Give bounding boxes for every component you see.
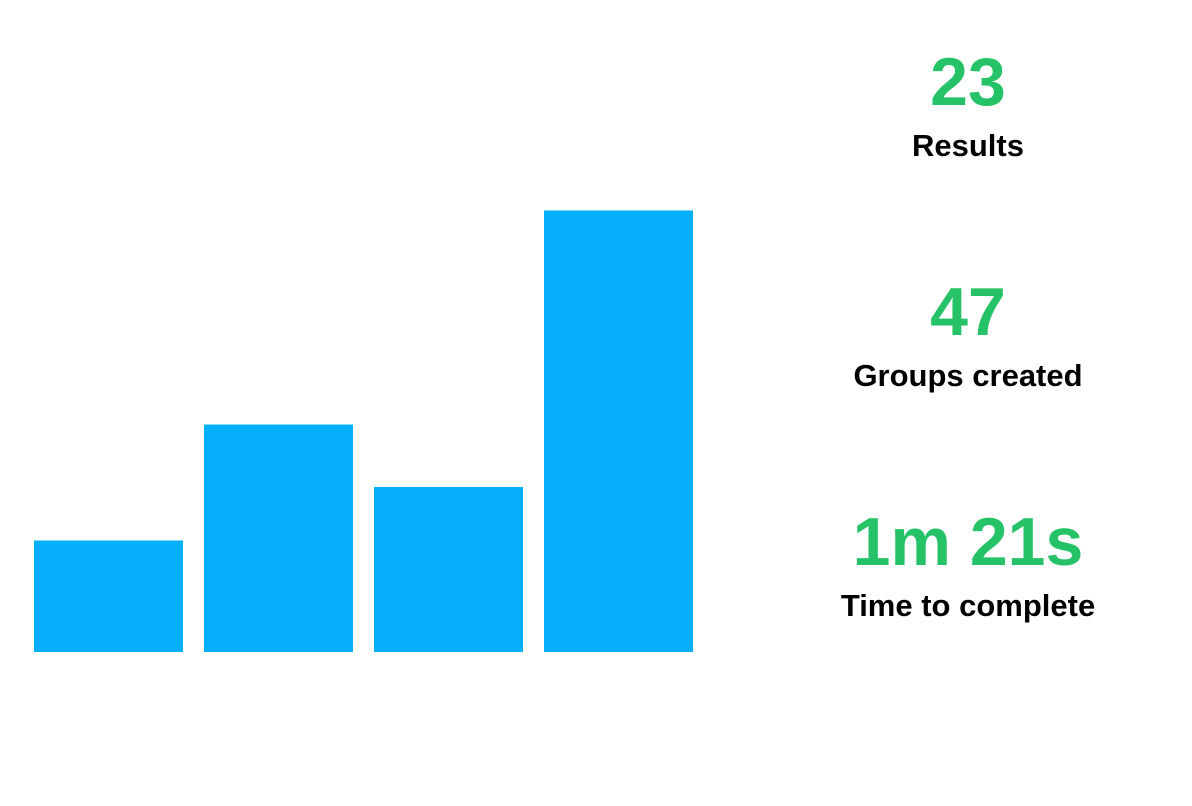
stat-value: 1m 21s	[852, 504, 1084, 580]
stat-groups-created: 47 Groups created	[768, 276, 1168, 394]
stat-value: 47	[930, 274, 1006, 350]
bar-2	[204, 424, 353, 652]
stats-panel: 23 Results 47 Groups created 1m 21s Time…	[768, 0, 1168, 806]
bar-chart	[34, 210, 693, 652]
stat-value: 23	[930, 44, 1006, 120]
bar-4	[544, 210, 693, 652]
stat-results: 23 Results	[768, 46, 1168, 164]
stat-label: Groups created	[853, 358, 1083, 393]
stat-time-to-complete: 1m 21s Time to complete	[768, 506, 1168, 624]
stat-label: Results	[912, 128, 1024, 163]
stat-label: Time to complete	[840, 588, 1096, 623]
bar-3	[374, 486, 523, 652]
bar-1	[34, 540, 183, 652]
